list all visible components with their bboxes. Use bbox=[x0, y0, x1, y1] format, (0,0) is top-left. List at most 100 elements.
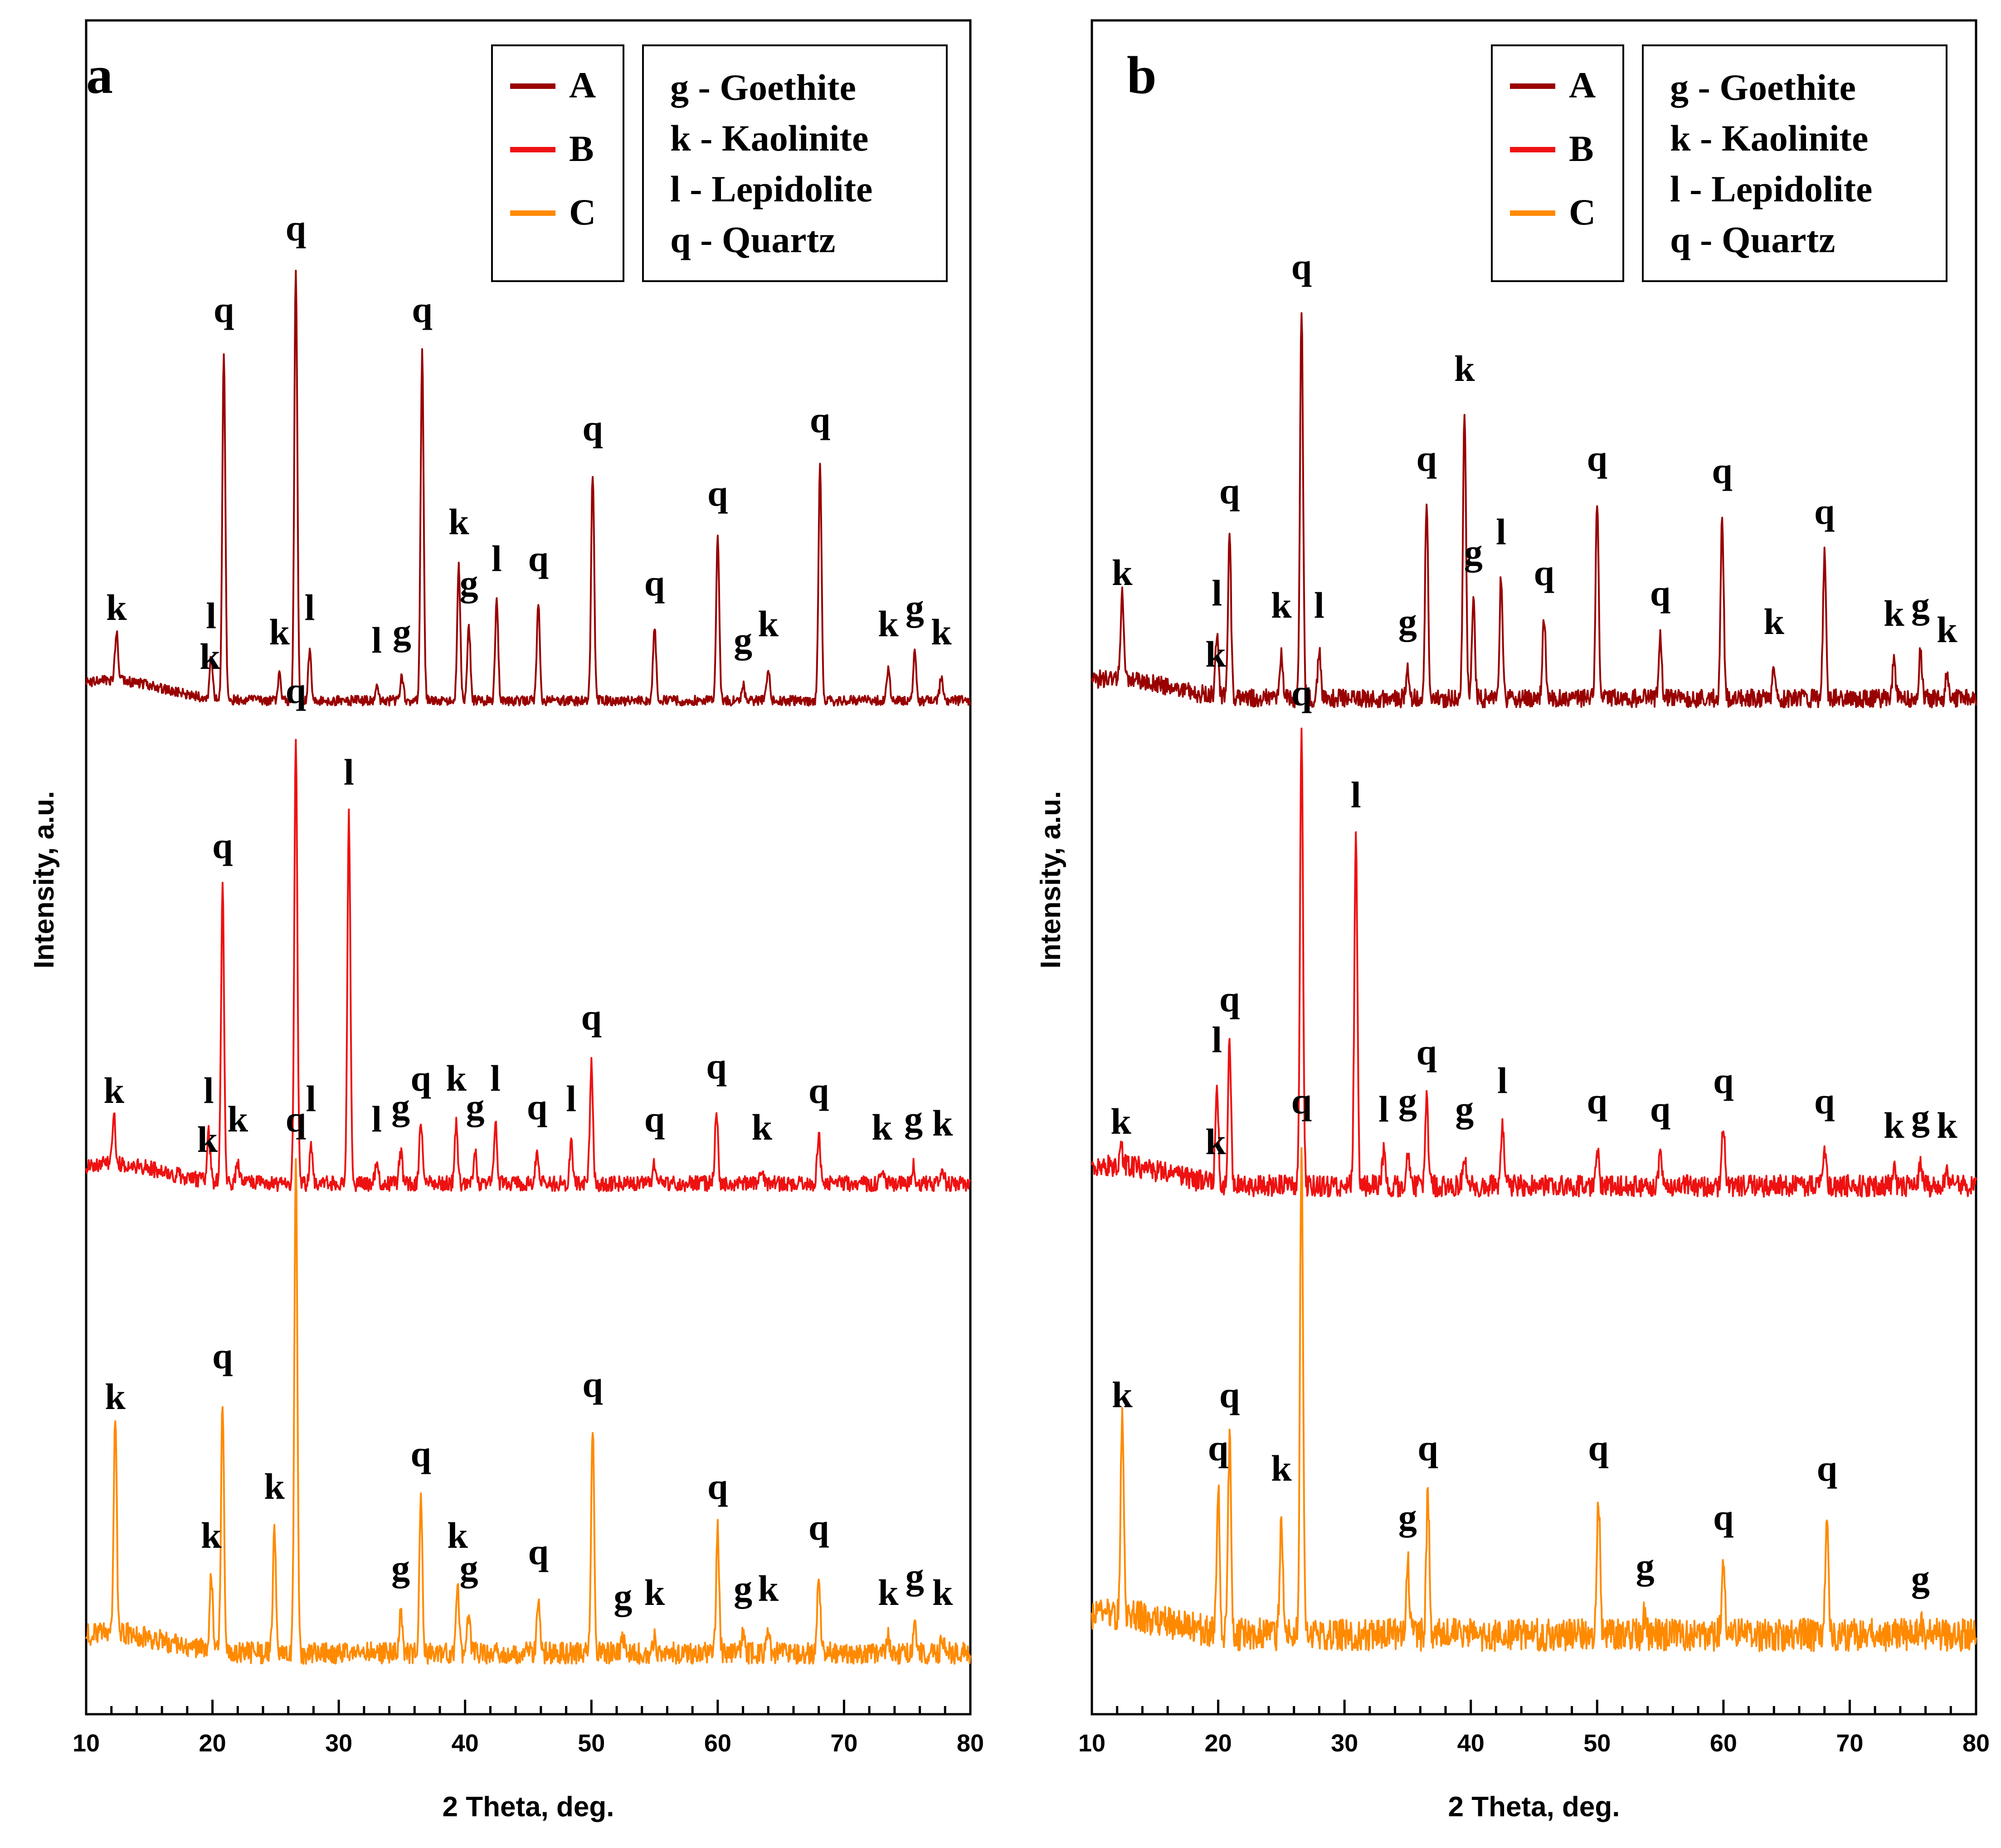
peak-label: l bbox=[1497, 1060, 1508, 1101]
peak-label: q bbox=[286, 207, 307, 249]
peak-label: k bbox=[878, 1572, 899, 1613]
peak-label: q bbox=[1816, 1448, 1837, 1489]
peak-label: l bbox=[1351, 774, 1361, 815]
x-axis-title: 2 Theta, deg. bbox=[443, 1791, 614, 1823]
peak-label: g bbox=[1911, 1558, 1930, 1599]
peak-label: q bbox=[1417, 1427, 1438, 1468]
peak-label: k bbox=[1884, 593, 1904, 634]
peak-label: q bbox=[1534, 552, 1554, 593]
peak-label: g bbox=[466, 1086, 485, 1127]
phase-legend-box bbox=[1642, 44, 1947, 282]
peak-label: g bbox=[1636, 1546, 1655, 1587]
peak-label: q bbox=[410, 1058, 431, 1099]
legend-phase-label: l - Lepidolite bbox=[1670, 168, 1872, 210]
series-B-line bbox=[85, 739, 971, 1192]
peak-label: q bbox=[582, 407, 603, 449]
peak-label: q bbox=[1416, 438, 1437, 479]
peak-label: q bbox=[808, 1070, 829, 1111]
peak-label: g bbox=[391, 1086, 410, 1127]
peak-label: k bbox=[446, 1058, 467, 1099]
peak-label: q bbox=[581, 996, 602, 1038]
legend-phase-label: k - Kaolinite bbox=[670, 117, 868, 159]
peak-label: q bbox=[1587, 1080, 1607, 1121]
peak-label: q bbox=[286, 670, 307, 711]
peak-label: k bbox=[200, 636, 220, 677]
series-C-line bbox=[1091, 1147, 1977, 1652]
x-tick-label: 10 bbox=[73, 1730, 100, 1757]
peak-label: q bbox=[1712, 450, 1733, 491]
peak-label: q bbox=[1713, 1497, 1734, 1538]
peak-label: k bbox=[932, 1102, 953, 1144]
peak-label: q bbox=[527, 1086, 548, 1127]
peak-label: k bbox=[197, 1119, 218, 1160]
x-tick-label: 30 bbox=[325, 1730, 352, 1757]
peak-label: k bbox=[201, 1515, 222, 1556]
x-tick-label: 20 bbox=[1205, 1730, 1232, 1757]
peak-label: l bbox=[306, 1078, 316, 1119]
peak-label: k bbox=[1454, 348, 1475, 389]
peak-label: q bbox=[706, 1045, 727, 1087]
legend-phase-label: l - Lepidolite bbox=[670, 168, 872, 210]
peak-label: l bbox=[305, 587, 315, 628]
peak-label: k bbox=[932, 1572, 953, 1613]
x-tick-label: 60 bbox=[704, 1730, 731, 1757]
peak-label: l bbox=[492, 538, 502, 579]
peak-label: q bbox=[1219, 978, 1240, 1019]
peak-label: k bbox=[269, 611, 290, 653]
peak-label: l bbox=[490, 1058, 501, 1099]
peak-label: l bbox=[344, 751, 354, 793]
series-legend-box bbox=[491, 44, 624, 282]
peak-label: k bbox=[1112, 552, 1133, 593]
phase-legend-box bbox=[642, 44, 948, 282]
peak-label: l bbox=[1212, 1019, 1222, 1060]
legend-phase-label: q - Quartz bbox=[1670, 219, 1835, 260]
peak-label: k bbox=[448, 501, 469, 542]
peak-label: k bbox=[1884, 1105, 1904, 1146]
peak-label: q bbox=[1291, 1080, 1312, 1121]
x-tick-label: 40 bbox=[452, 1730, 479, 1757]
peak-label: k bbox=[105, 1376, 126, 1417]
peak-label: q bbox=[410, 1433, 431, 1474]
peak-label: k bbox=[227, 1098, 248, 1140]
peak-label: q bbox=[412, 289, 433, 330]
peak-label: q bbox=[644, 1098, 665, 1140]
peak-label: k bbox=[758, 1568, 779, 1609]
panel-a: 10 20 30 40 50 60 70 80 2 Theta, deg. Intensity, … bbox=[29, 19, 984, 1823]
x-tick-label: 50 bbox=[1583, 1730, 1611, 1757]
peak-label: q bbox=[1650, 1088, 1671, 1130]
series-A-line bbox=[1091, 312, 1977, 708]
peak-label: g bbox=[1398, 1080, 1417, 1121]
peak-label: q bbox=[582, 1364, 603, 1405]
peak-label: k bbox=[1937, 1105, 1957, 1146]
peak-label: q bbox=[707, 473, 728, 514]
peak-label: k bbox=[752, 1107, 773, 1148]
peak-label: g bbox=[460, 1547, 478, 1589]
peak-label: q bbox=[212, 825, 233, 866]
series-A-line bbox=[85, 269, 971, 707]
peak-label: g bbox=[391, 1547, 410, 1589]
peak-label: k bbox=[644, 1572, 665, 1613]
x-tick-label: 70 bbox=[1836, 1730, 1863, 1757]
peak-label: g bbox=[393, 611, 411, 653]
peak-label: q bbox=[286, 1098, 307, 1140]
peak-label: q bbox=[1588, 1427, 1609, 1468]
peak-label: g bbox=[904, 1098, 923, 1140]
plot-frame bbox=[1091, 19, 1977, 1716]
legend-series-label: C bbox=[1569, 191, 1596, 233]
peak-label: q bbox=[1219, 470, 1240, 512]
peak-label: q bbox=[528, 1531, 549, 1572]
legend-phase-label: g - Goethite bbox=[670, 67, 856, 108]
peak-label: l bbox=[204, 1070, 214, 1111]
peak-label: q bbox=[1587, 438, 1607, 479]
peak-label: q bbox=[212, 1335, 233, 1376]
peak-label: q bbox=[1416, 1031, 1437, 1073]
peak-label: l bbox=[371, 619, 382, 661]
legend-series-label: A bbox=[569, 64, 596, 106]
x-tick-label: 70 bbox=[830, 1730, 857, 1757]
x-tick-label: 50 bbox=[578, 1730, 605, 1757]
peak-label: g bbox=[1464, 531, 1483, 573]
legend-phase-label: q - Quartz bbox=[670, 219, 835, 260]
peak-label: l bbox=[206, 595, 216, 636]
peak-label: k bbox=[758, 603, 779, 644]
